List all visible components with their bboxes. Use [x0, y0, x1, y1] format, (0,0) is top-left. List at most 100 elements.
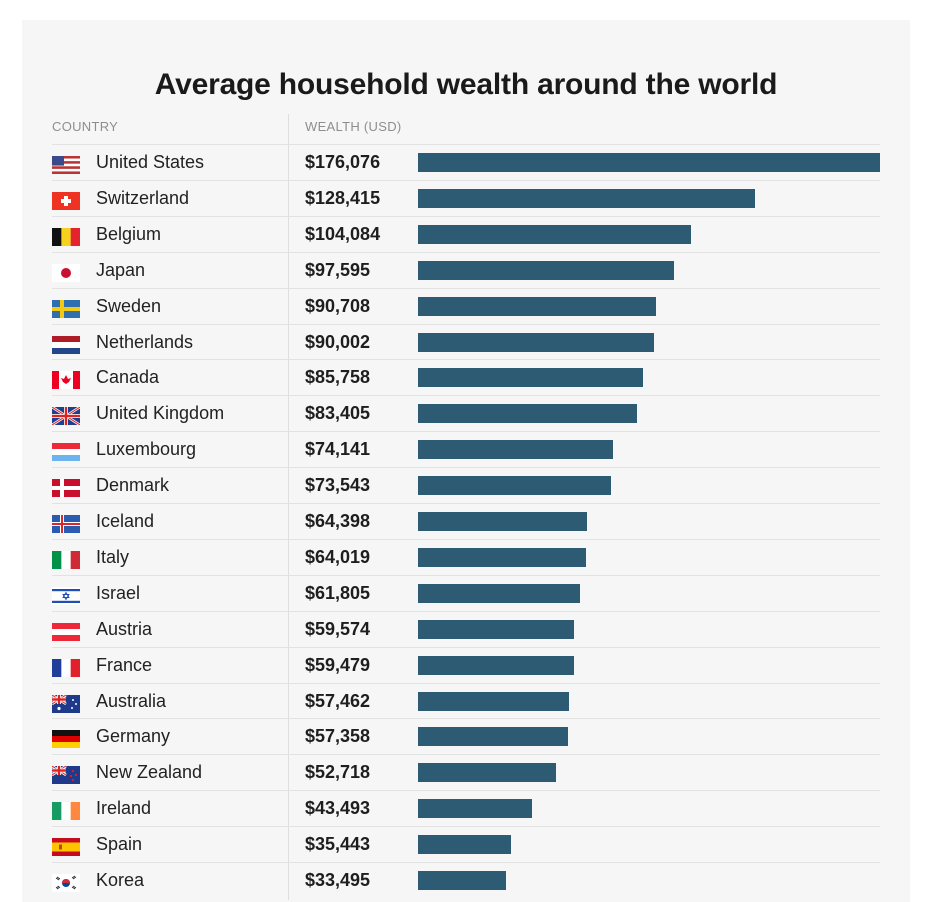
country-label: Italy — [96, 546, 130, 567]
wealth-value-label: $59,479 — [305, 654, 371, 675]
wealth-bar — [418, 153, 880, 172]
ca-flag-icon — [52, 371, 80, 390]
table-row: United Kingdom $83,405 — [52, 395, 880, 432]
wealth-bar — [418, 619, 575, 639]
country-label: Canada — [96, 367, 160, 388]
country-label: Israel — [96, 582, 141, 603]
ie-flag-icon — [52, 802, 80, 821]
wealth-bar — [418, 296, 656, 316]
kr-flag-icon — [52, 874, 80, 892]
table-row: Israel $61,805 — [52, 574, 880, 612]
country-label: Switzerland — [96, 187, 190, 208]
wealth-value-label: $104,084 — [305, 223, 381, 244]
table-row: Korea $33,495 — [52, 862, 880, 899]
wealth-value-label: $74,141 — [305, 439, 371, 460]
column-divider — [288, 114, 289, 900]
be-flag-icon — [52, 227, 80, 246]
wealth-value-label: $35,443 — [305, 834, 371, 855]
nl-flag-icon — [52, 335, 80, 354]
wealth-bar — [418, 763, 557, 783]
wealth-bar — [418, 260, 675, 280]
wealth-value-label: $90,708 — [305, 295, 371, 316]
country-label: Japan — [96, 259, 146, 280]
wealth-bar — [418, 332, 655, 352]
table-row: Spain $35,443 — [52, 826, 880, 863]
wealth-value-label: $57,358 — [305, 726, 371, 747]
table-row: Iceland $64,398 — [52, 503, 880, 540]
wealth-value-label: $43,493 — [305, 798, 371, 819]
table-row: Italy $64,019 — [52, 538, 880, 576]
table-row: Denmark $73,543 — [52, 467, 880, 504]
il-flag-icon — [52, 586, 80, 605]
us-flag-icon — [52, 156, 80, 174]
wealth-bar — [418, 476, 611, 496]
table-row: New Zealand $52,718 — [52, 754, 880, 791]
wealth-bar — [418, 547, 586, 567]
wealth-bar — [418, 871, 506, 890]
wealth-value-label: $85,758 — [305, 367, 371, 388]
wealth-value-label: $57,462 — [305, 690, 371, 711]
column-header-country: COUNTRY — [52, 119, 119, 134]
country-label: Ireland — [96, 798, 152, 819]
is-flag-icon — [52, 515, 80, 533]
dk-flag-icon — [52, 479, 80, 498]
country-label: Austria — [96, 618, 153, 639]
wealth-value-label: $64,019 — [305, 546, 371, 567]
country-label: Belgium — [96, 223, 162, 244]
wealth-bar — [418, 188, 755, 208]
ch-flag-icon — [52, 191, 80, 210]
wealth-bar — [418, 799, 533, 819]
table-row: United States $176,076 — [52, 144, 880, 181]
country-label: Spain — [96, 834, 143, 855]
wealth-bar — [418, 512, 587, 531]
gb-flag-icon — [52, 407, 80, 426]
wealth-bar — [418, 655, 575, 675]
table-row: Australia $57,462 — [52, 682, 880, 720]
country-label: Germany — [96, 726, 171, 747]
se-flag-icon — [52, 299, 80, 318]
wealth-bar — [418, 440, 613, 460]
wealth-value-label: $73,543 — [305, 475, 371, 496]
table-row: Germany $57,358 — [52, 718, 880, 755]
table-row: Luxembourg $74,141 — [52, 431, 880, 468]
wealth-value-label: $33,495 — [305, 870, 371, 890]
country-label: Netherlands — [96, 331, 194, 352]
country-label: Luxembourg — [96, 439, 197, 460]
country-label: Korea — [96, 870, 145, 890]
table-row: Japan $97,595 — [52, 251, 880, 289]
wealth-value-label: $90,002 — [305, 331, 371, 352]
wealth-bar — [418, 691, 569, 711]
chart-title: Average household wealth around the worl… — [154, 68, 778, 101]
wealth-value-label: $128,415 — [305, 187, 381, 208]
wealth-value-label: $97,595 — [305, 259, 371, 280]
wealth-value-label: $52,718 — [305, 762, 371, 783]
wealth-bar — [418, 583, 581, 603]
table-row: Austria $59,574 — [52, 610, 880, 648]
lu-flag-icon — [52, 443, 80, 462]
wealth-bar — [418, 368, 644, 388]
country-label: Iceland — [96, 511, 155, 531]
es-flag-icon — [52, 838, 80, 857]
wealth-bar — [418, 224, 692, 244]
it-flag-icon — [52, 550, 80, 569]
wealth-bar — [418, 727, 569, 747]
wealth-value-label: $59,574 — [305, 618, 371, 639]
country-label: New Zealand — [96, 762, 203, 783]
wealth-value-label: $64,398 — [305, 511, 371, 531]
table-row: Netherlands $90,002 — [52, 323, 880, 361]
country-label: Sweden — [96, 295, 162, 316]
table-row: Canada $85,758 — [52, 359, 880, 396]
de-flag-icon — [52, 730, 80, 749]
wealth-value-label: $61,805 — [305, 582, 371, 603]
wealth-bar — [418, 835, 511, 855]
table-row: Belgium $104,084 — [52, 215, 880, 253]
country-label: Australia — [96, 690, 167, 711]
table-row: Sweden $90,708 — [52, 287, 880, 325]
wealth-value-label: $83,405 — [305, 403, 371, 424]
table-row: Ireland $43,493 — [52, 790, 880, 827]
wealth-value-label: $176,076 — [305, 152, 381, 172]
fr-flag-icon — [52, 658, 80, 677]
column-header-wealth: WEALTH (USD) — [305, 119, 402, 134]
chart-card: Average household wealth around the worl… — [22, 20, 910, 902]
country-label: United States — [96, 152, 205, 172]
